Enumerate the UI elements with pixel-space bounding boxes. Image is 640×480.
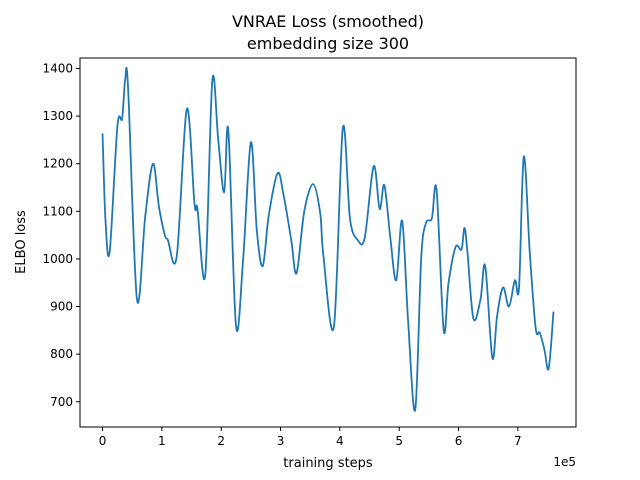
- x-tick-label: 5: [395, 434, 403, 448]
- y-tick-label: 1200: [42, 157, 73, 171]
- chart-subtitle: embedding size 300: [247, 34, 409, 53]
- series-line-group: [101, 66, 555, 412]
- y-tick-label: 700: [50, 395, 73, 409]
- y-tick-label: 1100: [42, 204, 73, 218]
- x-axis: 0 1 2 3 4 5 6 7: [99, 427, 522, 448]
- x-tick-label: 2: [217, 434, 225, 448]
- y-tick-label: 800: [50, 347, 73, 361]
- x-axis-label: training steps: [283, 456, 373, 471]
- x-tick-label: 1: [158, 434, 166, 448]
- x-tick-label: 6: [455, 434, 463, 448]
- y-tick-label: 900: [50, 300, 73, 314]
- x-tick-label: 7: [514, 434, 522, 448]
- chart-title: VNRAE Loss (smoothed): [232, 12, 424, 31]
- y-axis: 700 800 900 1000 1100 1200 1300 1400: [42, 61, 80, 409]
- series-line: [101, 66, 555, 412]
- y-axis-label: ELBO loss: [14, 210, 29, 274]
- y-tick-label: 1000: [42, 252, 73, 266]
- x-axis-offset-label: 1e5: [553, 455, 576, 469]
- x-tick-label: 4: [336, 434, 344, 448]
- y-tick-label: 1300: [42, 109, 73, 123]
- x-tick-label: 3: [277, 434, 285, 448]
- x-tick-label: 0: [99, 434, 107, 448]
- plot-frame: [79, 57, 577, 428]
- y-tick-label: 1400: [42, 61, 73, 75]
